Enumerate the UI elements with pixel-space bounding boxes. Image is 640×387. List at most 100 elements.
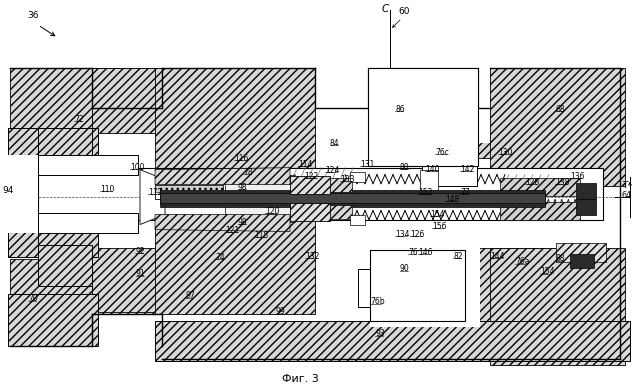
Text: 148: 148 bbox=[445, 195, 460, 204]
Text: 64: 64 bbox=[622, 191, 632, 200]
Text: 76c: 76c bbox=[435, 148, 449, 157]
Bar bbox=[576, 199, 596, 214]
Text: 154: 154 bbox=[430, 210, 445, 219]
Bar bbox=[556, 243, 606, 262]
Text: 74: 74 bbox=[215, 252, 225, 262]
Text: 97: 97 bbox=[185, 291, 195, 300]
Text: 86: 86 bbox=[395, 105, 404, 114]
Bar bbox=[350, 214, 365, 224]
Bar bbox=[38, 245, 92, 286]
Text: 98: 98 bbox=[238, 217, 248, 226]
Bar bbox=[8, 128, 98, 257]
Polygon shape bbox=[225, 200, 295, 222]
Bar bbox=[155, 68, 315, 168]
Bar bbox=[290, 203, 330, 221]
Text: 130: 130 bbox=[498, 148, 513, 157]
Text: 110: 110 bbox=[100, 185, 115, 194]
Text: 36: 36 bbox=[27, 11, 38, 20]
Text: 99: 99 bbox=[275, 307, 285, 317]
Bar bbox=[160, 190, 545, 200]
Bar bbox=[38, 212, 138, 233]
Text: 144: 144 bbox=[490, 252, 504, 260]
Bar bbox=[92, 68, 162, 108]
Text: 68: 68 bbox=[555, 105, 564, 114]
Bar bbox=[92, 274, 162, 314]
Bar bbox=[8, 155, 98, 233]
Text: 90: 90 bbox=[400, 264, 410, 274]
Bar bbox=[38, 128, 92, 168]
Text: 136: 136 bbox=[570, 172, 584, 181]
Text: 128: 128 bbox=[525, 178, 540, 187]
Text: 140: 140 bbox=[425, 165, 440, 174]
Text: 91: 91 bbox=[136, 269, 146, 279]
Text: 80: 80 bbox=[400, 163, 410, 172]
Text: 78: 78 bbox=[243, 168, 253, 177]
Text: 121: 121 bbox=[225, 226, 239, 235]
Text: 92: 92 bbox=[135, 247, 145, 255]
Text: 114: 114 bbox=[298, 160, 312, 169]
Text: 133: 133 bbox=[340, 175, 355, 184]
Bar bbox=[38, 155, 138, 175]
Bar bbox=[8, 128, 38, 257]
Bar bbox=[155, 321, 630, 361]
Text: 76a: 76a bbox=[515, 257, 529, 267]
Bar bbox=[500, 178, 580, 195]
Bar bbox=[160, 197, 545, 207]
Text: 116: 116 bbox=[234, 154, 248, 163]
Text: 94: 94 bbox=[3, 186, 13, 195]
Bar bbox=[500, 202, 580, 219]
Bar bbox=[368, 68, 478, 166]
Bar bbox=[490, 248, 625, 365]
Bar bbox=[420, 68, 555, 158]
Text: Фиг. 3: Фиг. 3 bbox=[282, 374, 318, 384]
Bar bbox=[155, 219, 315, 314]
Bar bbox=[38, 168, 603, 219]
Bar bbox=[92, 248, 312, 312]
Text: 118: 118 bbox=[254, 231, 268, 240]
Text: 120: 120 bbox=[265, 207, 280, 216]
Text: 124: 124 bbox=[325, 166, 339, 175]
Text: 98: 98 bbox=[238, 183, 248, 192]
Text: 76b: 76b bbox=[370, 298, 385, 307]
Bar bbox=[350, 172, 365, 182]
Text: 88: 88 bbox=[555, 255, 564, 264]
Bar bbox=[390, 68, 490, 143]
Bar bbox=[155, 185, 223, 199]
Bar bbox=[420, 248, 555, 337]
Bar bbox=[576, 183, 596, 199]
Text: 134: 134 bbox=[395, 229, 410, 238]
Bar bbox=[10, 260, 92, 319]
Text: 152: 152 bbox=[418, 188, 433, 197]
Polygon shape bbox=[140, 170, 165, 224]
Text: 122: 122 bbox=[304, 172, 318, 181]
Bar bbox=[422, 148, 477, 186]
Text: 100: 100 bbox=[130, 163, 145, 172]
Text: 156: 156 bbox=[432, 222, 447, 231]
Bar bbox=[370, 250, 465, 321]
Bar bbox=[330, 178, 352, 192]
Polygon shape bbox=[225, 175, 295, 195]
Text: C: C bbox=[382, 4, 389, 14]
Text: 132: 132 bbox=[305, 252, 319, 260]
Bar bbox=[290, 176, 330, 194]
Text: 142: 142 bbox=[460, 165, 474, 174]
Text: 76: 76 bbox=[408, 248, 418, 257]
Text: 60: 60 bbox=[398, 7, 410, 16]
Bar bbox=[330, 205, 352, 219]
Bar bbox=[8, 295, 98, 346]
Text: 138: 138 bbox=[555, 178, 570, 187]
Text: 93: 93 bbox=[375, 329, 385, 338]
Bar bbox=[490, 68, 625, 186]
Polygon shape bbox=[155, 214, 290, 231]
Text: 131: 131 bbox=[360, 160, 374, 169]
Bar bbox=[92, 68, 312, 133]
Text: 77: 77 bbox=[460, 188, 470, 197]
Bar bbox=[370, 248, 480, 327]
Text: 72: 72 bbox=[74, 115, 84, 124]
Bar bbox=[10, 68, 92, 128]
Text: 84: 84 bbox=[330, 139, 340, 148]
Text: 112: 112 bbox=[148, 188, 163, 197]
Polygon shape bbox=[155, 168, 290, 185]
Text: 70: 70 bbox=[28, 295, 38, 303]
Text: 146: 146 bbox=[418, 248, 433, 257]
